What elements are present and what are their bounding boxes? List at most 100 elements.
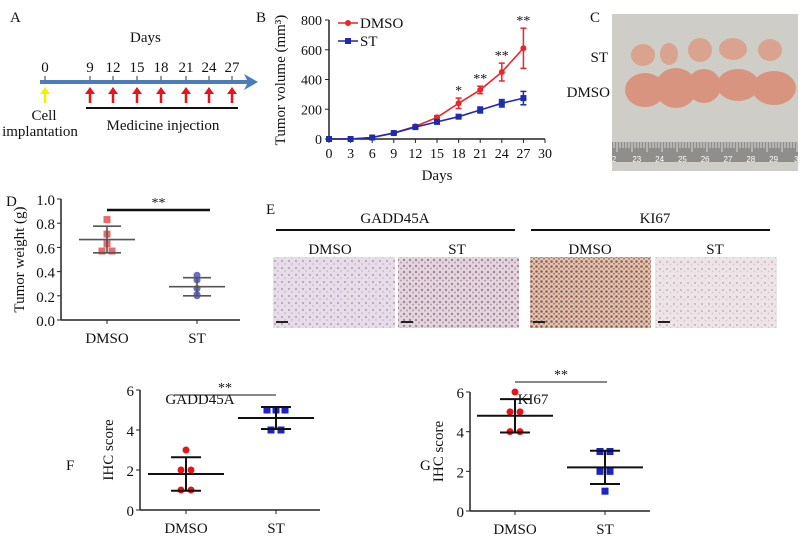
- significance-marker: **: [516, 14, 530, 29]
- tumor-dmso: [752, 71, 796, 105]
- x-tick-label: 24: [495, 147, 509, 162]
- data-point-dmso: [182, 446, 190, 454]
- y-tick-label: 6: [127, 384, 135, 400]
- timeline-day-label: 15: [130, 60, 145, 76]
- x-tick-label: 0: [326, 147, 333, 162]
- timeline-day-label: 9: [86, 60, 94, 76]
- ruler-number: 26: [701, 155, 710, 164]
- x-tick-label: ST: [267, 521, 285, 537]
- injection-arrowhead-icon: [227, 87, 237, 94]
- timeline-arrowhead: [244, 74, 258, 90]
- panel-label-e: E: [266, 202, 275, 218]
- panel-g-ki67-score-chart: G 0 2 4 6 IHC score KI67 DMSO ST **: [420, 368, 650, 538]
- panel-b-tumor-volume-chart: B 0 3 6 9 12 15 18 21 24 27 300200400600800DaysTum…: [256, 10, 552, 184]
- x-tick-label: 9: [390, 147, 397, 162]
- data-point-st: [281, 406, 289, 414]
- data-point-dmso: [187, 466, 195, 474]
- injection-arrowhead-icon: [108, 87, 118, 94]
- cell-label: Cell: [32, 108, 57, 124]
- x-tick-label: ST: [188, 331, 206, 347]
- injection-arrowhead-icon: [156, 87, 166, 94]
- tumor-dmso: [655, 68, 697, 108]
- y-tick-label: 0.4: [36, 266, 55, 282]
- ihc-marker-gadd45a: GADD45A: [360, 211, 429, 227]
- data-point-dmso: [177, 466, 185, 474]
- data-point-dmso: [103, 216, 111, 224]
- tumor-st: [688, 38, 712, 62]
- tumor-dmso: [717, 69, 759, 101]
- ruler-number: 25: [678, 155, 687, 164]
- ruler: [612, 142, 798, 162]
- ruler-number: 2: [612, 155, 617, 164]
- panel-d-tumor-weight-chart: D 0.0 0.2 0.4 0.6 0.8 1.0 Tumor weight (g) DMSO…: [6, 193, 240, 347]
- data-point-st: [455, 113, 462, 120]
- x-tick-label: 27: [516, 147, 530, 162]
- x-tick-label: DMSO: [493, 522, 537, 538]
- y-tick-label: 0: [457, 505, 465, 521]
- panel-label-a: A: [10, 10, 21, 26]
- series-line-st: [329, 97, 524, 140]
- injection-arrowhead-icon: [181, 87, 191, 94]
- ihc-gadd45a-dmso-label: DMSO: [308, 242, 352, 258]
- data-point-st: [263, 406, 271, 414]
- panel-f-gadd45a-score-chart: F 0 2 4 6 IHC score GADD45A DMSO ST **: [66, 381, 320, 537]
- legend-marker: [345, 20, 351, 26]
- injection-arrowhead-icon: [85, 87, 95, 94]
- y-tick-label: 0.2: [36, 290, 55, 306]
- y-tick-label: 0: [127, 504, 135, 520]
- ihc-image-gadd45a-dmso: [273, 257, 395, 328]
- x-axis-label: Days: [422, 168, 453, 184]
- data-point-dmso: [108, 247, 116, 255]
- x-tick-label: 15: [430, 147, 444, 162]
- photo-row-label-dmso: DMSO: [567, 85, 611, 101]
- ihc-image-ki67-st: [655, 257, 777, 328]
- ruler-number: 29: [769, 155, 778, 164]
- panel-label-b: B: [256, 10, 266, 26]
- data-point-dmso: [498, 69, 505, 76]
- x-tick-label: 12: [408, 147, 422, 162]
- panel-label-f: F: [66, 458, 74, 474]
- ihc-gadd45a-st-label: ST: [448, 242, 466, 258]
- significance-marker: **: [218, 381, 232, 396]
- data-point-st: [390, 130, 397, 137]
- data-point-dmso: [516, 408, 524, 416]
- y-axis-label: IHC score: [431, 421, 447, 483]
- chart-title: KI67: [518, 392, 549, 408]
- timeline-title: Days: [130, 30, 161, 46]
- y-axis-label: Tumor weight (g): [12, 206, 28, 312]
- x-tick-label: ST: [596, 522, 614, 538]
- scale-bars: [276, 321, 670, 323]
- data-point-st: [596, 467, 604, 475]
- x-tick-label: DMSO: [164, 521, 208, 537]
- tumor-dmso: [625, 73, 665, 107]
- ruler-number: 3: [794, 155, 799, 164]
- data-point-dmso: [506, 408, 514, 416]
- data-point-dmso: [98, 247, 106, 255]
- data-point-dmso: [511, 388, 519, 396]
- injection-arrowhead-icon: [204, 87, 214, 94]
- timeline-day-label: 21: [179, 60, 194, 76]
- panel-label-c: C: [590, 10, 600, 26]
- y-tick-label: 0.6: [36, 241, 55, 257]
- ihc-marker-ki67: KI67: [640, 211, 671, 227]
- implant-arrowhead-icon: [40, 87, 50, 94]
- data-point-dmso: [477, 86, 484, 93]
- significance-marker: **: [554, 368, 568, 383]
- y-tick-label: 4: [127, 424, 135, 440]
- data-point-st: [498, 100, 505, 107]
- x-tick-label: 21: [473, 147, 487, 162]
- panel-label-d: D: [6, 194, 17, 210]
- ruler-number: 23: [632, 155, 641, 164]
- tumor-st: [719, 38, 747, 60]
- ruler-number: 27: [724, 155, 733, 164]
- tumor-dmso: [687, 69, 721, 103]
- ihc-ki67-dmso-label: DMSO: [568, 242, 612, 258]
- data-point-st: [347, 136, 354, 142]
- x-tick-label: 18: [452, 147, 466, 162]
- ihc-image-ki67-dmso: [530, 257, 651, 328]
- data-point-st: [326, 136, 332, 142]
- legend-marker: [345, 38, 351, 44]
- data-point-st: [412, 124, 419, 131]
- y-tick-label: 400: [301, 74, 322, 89]
